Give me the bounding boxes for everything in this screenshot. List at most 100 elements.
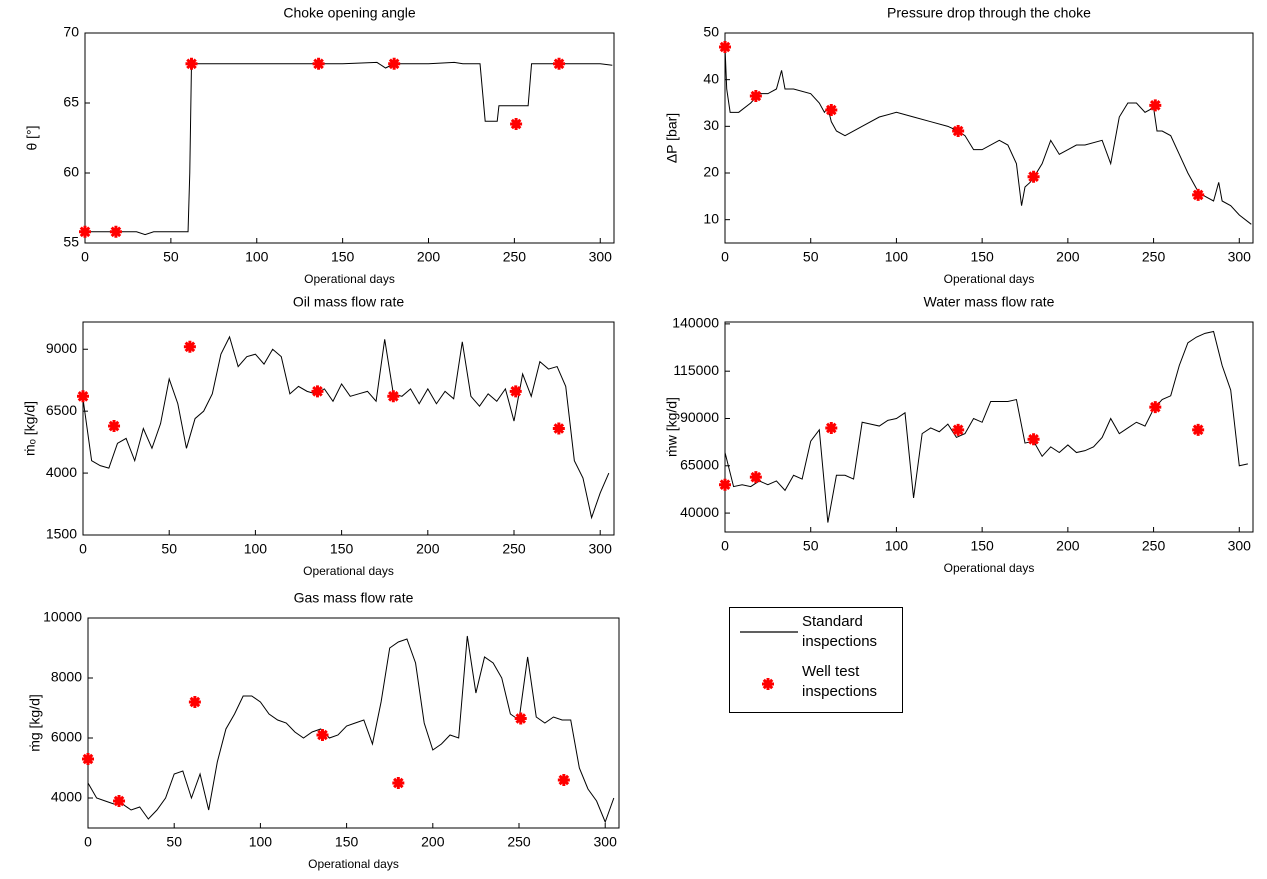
x-tick-label: 0: [721, 249, 729, 265]
legend: Standard inspections Well test inspectio…: [729, 607, 903, 713]
y-tick-label: 1500: [46, 526, 77, 542]
y-axis-label: ṁₒ [kg/d]: [22, 401, 38, 456]
y-tick-label: 115000: [673, 362, 719, 378]
x-axis-label: Operational days: [944, 561, 1035, 575]
x-tick-label: 150: [970, 249, 994, 265]
well-test-marker: [311, 385, 324, 398]
x-tick-label: 300: [589, 249, 613, 265]
well-test-marker: [1192, 423, 1205, 436]
x-tick-label: 100: [249, 834, 273, 850]
well-test-marker: [388, 57, 401, 70]
well-test-marker: [1192, 188, 1205, 201]
x-tick-label: 100: [885, 249, 909, 265]
well-test-marker: [113, 795, 126, 807]
standard-line: [724, 46, 1252, 225]
plot-area: [724, 321, 1254, 533]
y-tick-label: 4000: [46, 464, 77, 480]
x-tick-label: 150: [970, 538, 994, 554]
well-test-marker: [825, 421, 838, 434]
y-tick-label: 10000: [43, 609, 82, 625]
x-tick-label: 100: [885, 538, 909, 554]
x-tick-label: 50: [166, 834, 182, 850]
y-tick-label: 90000: [680, 409, 719, 425]
x-tick-label: 50: [163, 249, 179, 265]
x-tick-label: 150: [331, 249, 355, 265]
x-tick-label: 300: [594, 834, 618, 850]
legend-swatch: [762, 678, 774, 690]
chart-title: Pressure drop through the choke: [887, 5, 1091, 21]
x-tick-label: 150: [330, 541, 354, 557]
x-tick-label: 50: [803, 249, 819, 265]
x-tick-label: 200: [416, 541, 440, 557]
well-test-marker: [387, 390, 400, 403]
x-tick-label: 200: [1056, 538, 1080, 554]
x-tick-label: 250: [1142, 538, 1166, 554]
well-test-marker: [749, 90, 762, 102]
y-tick-label: 50: [703, 24, 719, 40]
well-test-marker: [553, 57, 566, 70]
chart-title: Oil mass flow rate: [293, 294, 404, 310]
plot-area: [87, 617, 620, 829]
well-test-marker: [82, 753, 94, 765]
y-tick-label: 60: [63, 164, 79, 180]
well-test-marker: [825, 104, 838, 116]
well-test-marker: [188, 696, 201, 708]
plot-area: [82, 321, 615, 536]
y-tick-label: 30: [703, 117, 719, 133]
well-test-marker: [557, 774, 570, 786]
x-tick-label: 150: [335, 834, 359, 850]
legend-entry: Standard inspections: [730, 612, 902, 662]
well-test-marker: [316, 729, 329, 741]
standard-line: [85, 61, 613, 236]
well-test-marker: [1027, 170, 1040, 183]
y-tick-label: 20: [703, 164, 719, 180]
well-test-marker: [185, 57, 198, 70]
x-tick-label: 300: [1228, 538, 1252, 554]
y-tick-label: 65000: [680, 456, 719, 472]
well-test-marker: [510, 118, 523, 130]
well-test-marker: [312, 57, 325, 70]
x-tick-label: 0: [81, 249, 89, 265]
y-tick-label: 55: [63, 234, 79, 250]
well-test-marker: [77, 390, 89, 403]
x-tick-label: 50: [161, 541, 177, 557]
chart-title: Water mass flow rate: [924, 294, 1055, 310]
x-tick-label: 0: [79, 541, 87, 557]
well-test-marker: [509, 385, 522, 398]
y-tick-label: 8000: [51, 669, 82, 685]
well-test-marker: [952, 125, 965, 137]
well-test-marker: [108, 420, 121, 433]
x-tick-label: 100: [244, 541, 268, 557]
y-axis-label: θ [°]: [24, 125, 40, 150]
x-tick-label: 200: [417, 249, 441, 265]
chart-title: Gas mass flow rate: [294, 590, 414, 606]
plot-area: [724, 32, 1254, 244]
well-test-marker: [109, 225, 122, 238]
x-tick-label: 200: [1056, 249, 1080, 265]
well-test-marker: [79, 225, 91, 238]
y-tick-label: 10: [703, 210, 719, 226]
x-tick-label: 50: [803, 538, 819, 554]
x-axis-label: Operational days: [304, 272, 395, 286]
well-test-marker: [1027, 433, 1040, 446]
well-test-marker: [514, 712, 527, 725]
x-tick-label: 250: [502, 541, 526, 557]
y-tick-label: 40000: [680, 504, 719, 520]
well-test-marker: [552, 422, 565, 435]
y-axis-label: ṁw [kg/d]: [664, 397, 680, 457]
x-tick-label: 300: [1228, 249, 1252, 265]
x-tick-label: 250: [1142, 249, 1166, 265]
x-tick-label: 0: [721, 538, 729, 554]
well-test-marker: [1149, 401, 1162, 414]
y-tick-label: 9000: [46, 340, 77, 356]
well-test-marker: [183, 340, 196, 353]
y-tick-label: 140000: [672, 315, 719, 331]
legend-swatch: [740, 631, 798, 633]
standard-line: [87, 635, 615, 824]
y-axis-label: ΔP [bar]: [664, 113, 680, 163]
x-tick-label: 100: [245, 249, 269, 265]
plot-area: [84, 32, 615, 244]
y-tick-label: 4000: [51, 789, 82, 805]
